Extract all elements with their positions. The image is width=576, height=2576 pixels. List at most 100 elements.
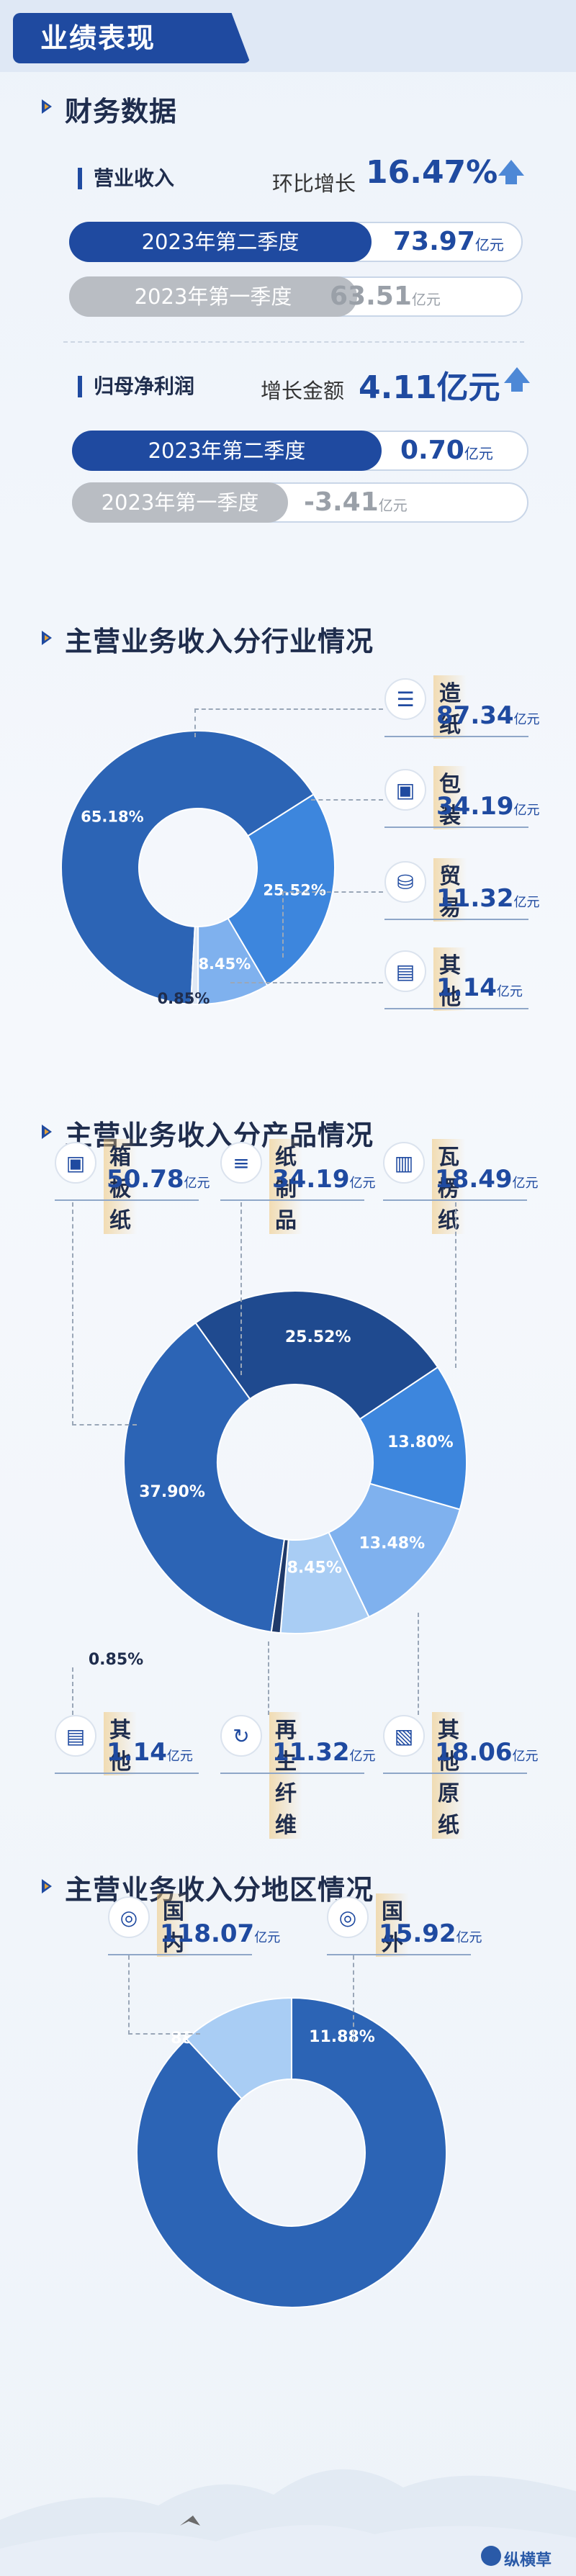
slice-percent-label: 25.52% xyxy=(285,1328,351,1346)
paper-stack-icon: ≡ xyxy=(220,1142,262,1184)
leader-line xyxy=(268,1641,269,1715)
legend-underline xyxy=(327,1954,471,1955)
legend-value: 34.19亿元 xyxy=(272,1165,376,1194)
slice-percent-label: 13.80% xyxy=(387,1433,454,1451)
legend-value: 50.78亿元 xyxy=(107,1165,210,1194)
donut-slice-国内 xyxy=(136,1996,447,2308)
product-donut-chart: 37.90% 25.52% 13.80% 13.48% 8.45% 0.85% xyxy=(89,1290,467,1669)
legend-name: 国内 xyxy=(157,1893,190,1957)
box-icon: ▣ xyxy=(384,769,426,811)
legend-value: 15.92亿元 xyxy=(379,1919,482,1948)
slice-percent-label: 65.18% xyxy=(81,808,143,825)
revenue-q2-value: 73.97亿元 xyxy=(393,227,504,256)
legend-value: 1.14亿元 xyxy=(107,1738,193,1767)
slice-percent-label: 11.88% xyxy=(309,2028,375,2046)
revenue-growth-value: 16.47% xyxy=(366,154,498,191)
legend-name: 贸易 xyxy=(433,858,467,922)
section-arrow-icon xyxy=(42,1879,52,1893)
legend-value: 1.14亿元 xyxy=(436,973,523,1002)
slice-percent-label: 25.52% xyxy=(263,881,325,899)
legend-underline xyxy=(55,1199,199,1201)
section-title-industry: 主营业务收入分行业情况 xyxy=(65,626,374,657)
legend-value: 11.32亿元 xyxy=(436,884,540,913)
slice-percent-label: 8.45% xyxy=(198,955,251,973)
legend-name: 其他 xyxy=(104,1712,137,1775)
leader-line xyxy=(72,1202,137,1426)
section-arrow-icon xyxy=(42,1125,52,1139)
legend-name: 再生纤维 xyxy=(269,1712,302,1839)
legend-underline xyxy=(108,1954,252,1955)
paper-roll-icon: ▧ xyxy=(383,1715,425,1757)
mountain-decoration xyxy=(0,2469,576,2576)
section-title-finance: 财务数据 xyxy=(65,96,178,127)
slice-percent-label: 13.48% xyxy=(359,1535,425,1553)
footer-logo: 纵横草 xyxy=(504,2552,552,2570)
donut-slice-造纸 xyxy=(60,730,315,1005)
legend-underline xyxy=(384,736,528,737)
up-arrow-icon xyxy=(504,367,530,392)
donut-slice-箱板纸 xyxy=(123,1321,286,1633)
profit-q1-value: -3.41亿元 xyxy=(304,487,408,517)
profit-label: 归母净利润 xyxy=(78,376,194,397)
profit-q1-bar: 2023年第一季度 xyxy=(72,482,288,523)
legend-name: 瓦楞纸 xyxy=(432,1139,465,1234)
slice-percent-label: 8.45% xyxy=(287,1559,342,1577)
coins-icon: ⛁ xyxy=(384,861,426,903)
donut-slice-国外 xyxy=(185,1996,292,2100)
up-arrow-icon xyxy=(498,160,524,184)
globe-icon: ◎ xyxy=(108,1896,150,1938)
globe-icon: ◎ xyxy=(327,1896,369,1938)
legend-underline xyxy=(220,1773,364,1774)
page-title: 业绩表现 xyxy=(13,13,251,63)
legend-underline xyxy=(384,919,528,920)
legend-underline xyxy=(383,1199,527,1201)
recycle-icon: ↻ xyxy=(220,1715,262,1757)
donut-slice-包装 xyxy=(227,793,336,987)
calendar-icon: ▤ xyxy=(55,1715,96,1757)
revenue-q1-value: 63.51亿元 xyxy=(330,282,441,311)
legend-name: 纸制品 xyxy=(269,1139,302,1234)
legend-underline xyxy=(383,1773,527,1774)
leader-line xyxy=(72,1667,73,1715)
legend-value: 118.07亿元 xyxy=(160,1919,281,1948)
donut-slice-其他 xyxy=(270,1538,289,1634)
divider xyxy=(63,341,524,343)
legend-underline xyxy=(384,1008,528,1009)
profit-growth-desc: 增长金额 xyxy=(261,379,345,403)
leader-line xyxy=(230,982,383,983)
leader-line xyxy=(311,799,383,801)
legend-value: 34.19亿元 xyxy=(436,792,540,821)
industry-donut-chart: 65.18% 25.52% 8.45% 0.85% xyxy=(60,730,336,1007)
revenue-q2-bar: 2023年第二季度 xyxy=(69,222,372,262)
leader-line xyxy=(128,1955,200,2035)
donut-slice-其他 xyxy=(190,925,199,1006)
revenue-growth-desc: 环比增长 xyxy=(272,171,356,196)
legend-underline xyxy=(220,1199,364,1201)
calendar-icon: ▤ xyxy=(384,950,426,992)
document-icon: ☰ xyxy=(384,678,426,720)
donut-slice-瓦楞纸 xyxy=(359,1366,467,1510)
leader-line xyxy=(353,1955,354,2042)
legend-value: 18.49亿元 xyxy=(435,1165,539,1194)
legend-name: 其他 xyxy=(433,947,467,1011)
slice-percent-label: 0.85% xyxy=(158,990,210,1007)
leader-line xyxy=(282,891,383,958)
profit-q2-bar: 2023年第二季度 xyxy=(72,431,382,471)
revenue-label: 营业收入 xyxy=(78,168,174,189)
section-arrow-icon xyxy=(42,631,52,645)
revenue-q1-bar: 2023年第一季度 xyxy=(69,276,357,317)
legend-underline xyxy=(384,827,528,828)
legend-underline xyxy=(55,1773,199,1774)
logo-icon xyxy=(481,2546,501,2566)
legend-name: 国外 xyxy=(376,1893,409,1957)
leader-line xyxy=(194,708,383,737)
profit-q2-value: 0.70亿元 xyxy=(400,436,493,465)
legend-name: 箱板纸 xyxy=(104,1139,137,1234)
legend-name: 其他原纸 xyxy=(432,1712,465,1839)
legend-value: 11.32亿元 xyxy=(272,1738,376,1767)
donut-slice-其他原纸 xyxy=(328,1482,462,1618)
legend-value: 87.34亿元 xyxy=(436,701,540,730)
slice-percent-label: 37.90% xyxy=(139,1483,205,1501)
leader-line xyxy=(446,1202,456,1368)
legend-value: 18.06亿元 xyxy=(435,1738,539,1767)
